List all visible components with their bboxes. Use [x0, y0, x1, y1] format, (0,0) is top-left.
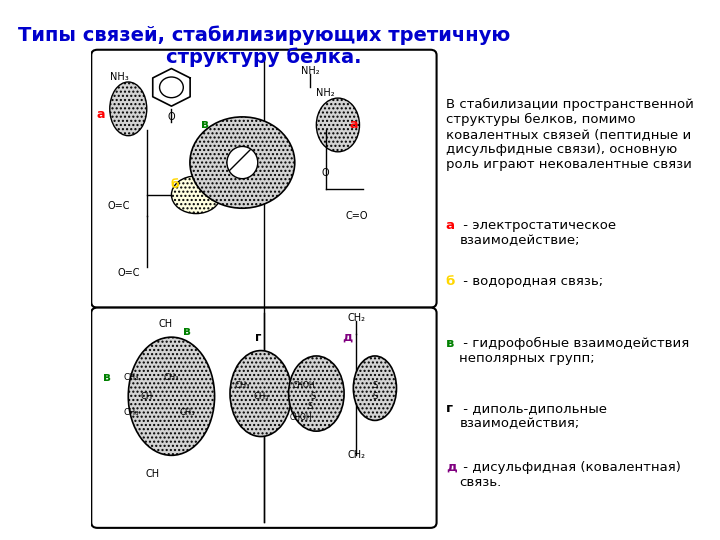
- Ellipse shape: [227, 146, 258, 179]
- Text: O: O: [322, 168, 329, 178]
- Text: - гидрофобные взаимодействия
неполярных групп;: - гидрофобные взаимодействия неполярных …: [459, 337, 690, 365]
- Text: O=C: O=C: [117, 268, 140, 278]
- FancyBboxPatch shape: [91, 308, 436, 528]
- Ellipse shape: [354, 356, 397, 421]
- Text: структуру белка.: структуру белка.: [166, 47, 361, 66]
- FancyBboxPatch shape: [91, 50, 436, 308]
- Text: в: в: [202, 118, 210, 131]
- Text: Типы связей, стабилизирующих третичную: Типы связей, стабилизирующих третичную: [18, 25, 510, 45]
- Ellipse shape: [289, 356, 344, 431]
- Text: г: г: [446, 402, 453, 415]
- Text: - диполь-дипольные
взаимодействия;: - диполь-дипольные взаимодействия;: [459, 402, 608, 430]
- Text: г: г: [255, 330, 261, 343]
- Text: S: S: [310, 392, 316, 401]
- Text: NH₂: NH₂: [301, 66, 320, 76]
- Text: CH₃: CH₃: [235, 381, 250, 390]
- Text: д: д: [446, 461, 456, 474]
- Text: б: б: [446, 275, 455, 288]
- Text: NH₃: NH₃: [109, 72, 128, 82]
- Text: б: б: [170, 178, 179, 191]
- Text: CH: CH: [158, 319, 172, 329]
- Text: CH₃: CH₃: [163, 373, 179, 382]
- Text: - дисульфидная (ковалентная)
связь.: - дисульфидная (ковалентная) связь.: [459, 461, 681, 489]
- Text: CH₃: CH₃: [124, 373, 139, 382]
- Text: CH: CH: [146, 469, 160, 479]
- Ellipse shape: [109, 82, 147, 136]
- Text: а: а: [96, 107, 105, 121]
- Text: CH: CH: [140, 392, 153, 401]
- Text: S: S: [372, 392, 377, 401]
- Text: NH₂: NH₂: [316, 87, 335, 98]
- Text: CHOH: CHOH: [289, 413, 312, 422]
- Text: а: а: [446, 219, 455, 232]
- Text: CH₂: CH₂: [348, 450, 366, 460]
- Text: S: S: [307, 402, 312, 411]
- Ellipse shape: [316, 98, 359, 152]
- Text: - водородная связь;: - водородная связь;: [459, 275, 603, 288]
- Text: CH₃: CH₃: [179, 408, 194, 417]
- Text: д: д: [342, 330, 352, 343]
- Text: в: в: [103, 371, 111, 384]
- Text: CH₃: CH₃: [253, 392, 269, 401]
- Text: - электростатическое
взаимодействие;: - электростатическое взаимодействие;: [459, 219, 616, 247]
- Circle shape: [190, 117, 294, 208]
- Text: O: O: [168, 112, 175, 122]
- Ellipse shape: [230, 350, 292, 436]
- Text: CH₂: CH₂: [348, 313, 366, 323]
- Text: а: а: [349, 118, 358, 131]
- Text: CH₃: CH₃: [124, 408, 139, 417]
- Text: O=C: O=C: [108, 200, 130, 211]
- Ellipse shape: [128, 337, 215, 455]
- Text: в: в: [183, 325, 191, 338]
- Ellipse shape: [171, 176, 221, 214]
- Text: C=O: C=O: [345, 211, 368, 221]
- Text: CHOH: CHOH: [293, 381, 315, 390]
- Text: В стабилизации пространственной
структуры белков, помимо
ковалентных связей (пеп: В стабилизации пространственной структур…: [446, 98, 693, 171]
- Text: в: в: [446, 337, 454, 350]
- Text: S: S: [372, 381, 377, 390]
